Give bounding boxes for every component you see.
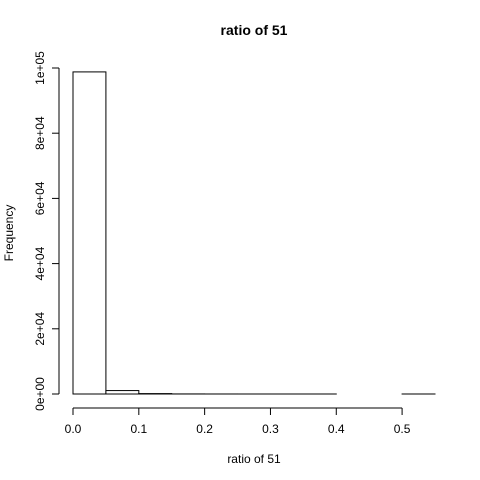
- histogram-bars: [72, 71, 436, 395]
- chart-title: ratio of 51: [221, 22, 288, 38]
- x-axis: 0.0 0.1 0.2 0.3 0.4 0.5: [65, 407, 411, 436]
- x-axis-label: ratio of 51: [227, 452, 281, 466]
- x-tick-label-3: 0.3: [262, 422, 279, 436]
- histogram-bar-0: [72, 71, 107, 395]
- y-axis: 0e+00 2e+04 4e+04 6e+04 8e+04 1e+05: [33, 51, 60, 411]
- x-tick-label-1: 0.1: [130, 422, 147, 436]
- y-tick-label-3: 6e+04: [33, 181, 47, 215]
- y-tick-label-4: 8e+04: [33, 116, 47, 150]
- x-tick-label-2: 0.2: [196, 422, 213, 436]
- x-tick-label-4: 0.4: [328, 422, 345, 436]
- y-tick-label-0: 0e+00: [33, 377, 47, 411]
- x-tick-label-0: 0.0: [65, 422, 82, 436]
- histogram-bar-1: [105, 390, 140, 395]
- x-tick-label-5: 0.5: [394, 422, 411, 436]
- y-axis-label: Frequency: [2, 205, 16, 262]
- y-tick-label-2: 4e+04: [33, 246, 47, 280]
- y-tick-label-1: 2e+04: [33, 312, 47, 346]
- y-tick-label-5: 1e+05: [33, 51, 47, 85]
